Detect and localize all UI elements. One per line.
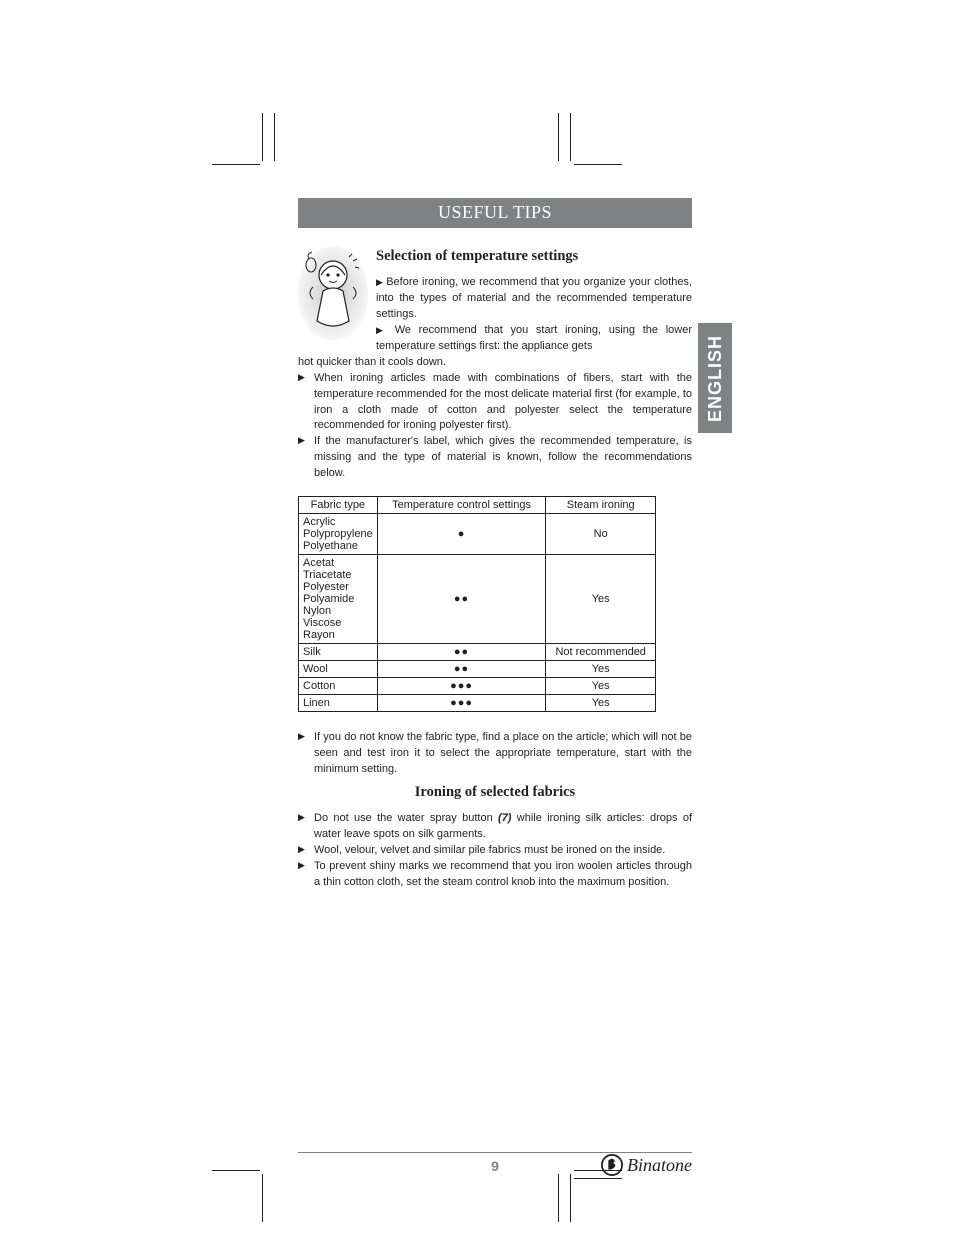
section2-tip: Do not use the water spray button (7) wh… <box>298 811 692 843</box>
footer-rule <box>298 1152 692 1153</box>
cell-steam: Yes <box>546 661 656 678</box>
table-header-row: Fabric type Temperature control settings… <box>299 497 656 514</box>
intro-tip: Before ironing, we recommend that you or… <box>376 275 692 323</box>
cell-temp: ●●● <box>377 678 546 695</box>
cell-steam: No <box>546 514 656 555</box>
body-tip: If the manufacturer's label, which gives… <box>298 434 692 482</box>
intro-tip: We recommend that you start ironing, usi… <box>376 323 692 355</box>
cell-fabric: AcetatTriacetatePolyesterPolyamideNylonV… <box>299 555 378 644</box>
cell-fabric: Silk <box>299 644 378 661</box>
cell-fabric: AcrylicPolypropylenePolyethane <box>299 514 378 555</box>
after-table-tip-list: If you do not know the fabric type, find… <box>298 730 692 778</box>
section2-heading: Ironing of selected fabrics <box>298 784 692 801</box>
table-row: Wool●●Yes <box>299 661 656 678</box>
section2-tip: Wool, velour, velvet and similar pile fa… <box>298 843 692 859</box>
language-tab-label: ENGLISH <box>705 334 726 421</box>
crop-mark-top-right <box>540 118 610 188</box>
cell-temp: ●●● <box>377 695 546 712</box>
cell-steam: Not recommended <box>546 644 656 661</box>
section1-heading: Selection of temperature settings <box>376 248 692 265</box>
cell-fabric: Wool <box>299 661 378 678</box>
section1-intro: Before ironing, we recommend that you or… <box>376 275 692 355</box>
cell-steam: Yes <box>546 678 656 695</box>
table-row: AcrylicPolypropylenePolyethane●No <box>299 514 656 555</box>
crop-mark-bottom-left <box>220 1168 290 1238</box>
after-table-tip: If you do not know the fabric type, find… <box>298 730 692 778</box>
brand-icon <box>601 1154 623 1176</box>
crop-mark-top-left <box>220 118 290 188</box>
table-row: Silk●●Not recommended <box>299 644 656 661</box>
col-fabric: Fabric type <box>299 497 378 514</box>
page-content: USEFUL TIPS ENGLISH Selection of tempera… <box>298 198 692 891</box>
brand-mark: Binatone <box>601 1154 692 1176</box>
table-row: Linen●●●Yes <box>299 695 656 712</box>
cell-temp: ●● <box>377 555 546 644</box>
cell-temp: ● <box>377 514 546 555</box>
fabric-table: Fabric type Temperature control settings… <box>298 496 656 712</box>
tip-illustration <box>298 246 368 340</box>
section2-tip: To prevent shiny marks we recommend that… <box>298 859 692 891</box>
intro-tip-continuation: hot quicker than it cools down. <box>298 355 692 371</box>
crop-mark-bottom-right <box>540 1168 610 1238</box>
col-temp: Temperature control settings <box>377 497 546 514</box>
table-row: Cotton●●●Yes <box>299 678 656 695</box>
cell-fabric: Cotton <box>299 678 378 695</box>
cell-temp: ●● <box>377 661 546 678</box>
table-row: AcetatTriacetatePolyesterPolyamideNylonV… <box>299 555 656 644</box>
section-banner: USEFUL TIPS <box>298 198 692 228</box>
language-tab: ENGLISH <box>698 323 732 433</box>
cell-steam: Yes <box>546 695 656 712</box>
body-tip: When ironing articles made with combinat… <box>298 371 692 435</box>
cell-fabric: Linen <box>299 695 378 712</box>
section2-tips-list: Do not use the water spray button (7) wh… <box>298 811 692 891</box>
brand-text: Binatone <box>627 1155 692 1176</box>
col-steam: Steam ironing <box>546 497 656 514</box>
cell-steam: Yes <box>546 555 656 644</box>
cell-temp: ●● <box>377 644 546 661</box>
section1-tips-list: When ironing articles made with combinat… <box>298 371 692 483</box>
